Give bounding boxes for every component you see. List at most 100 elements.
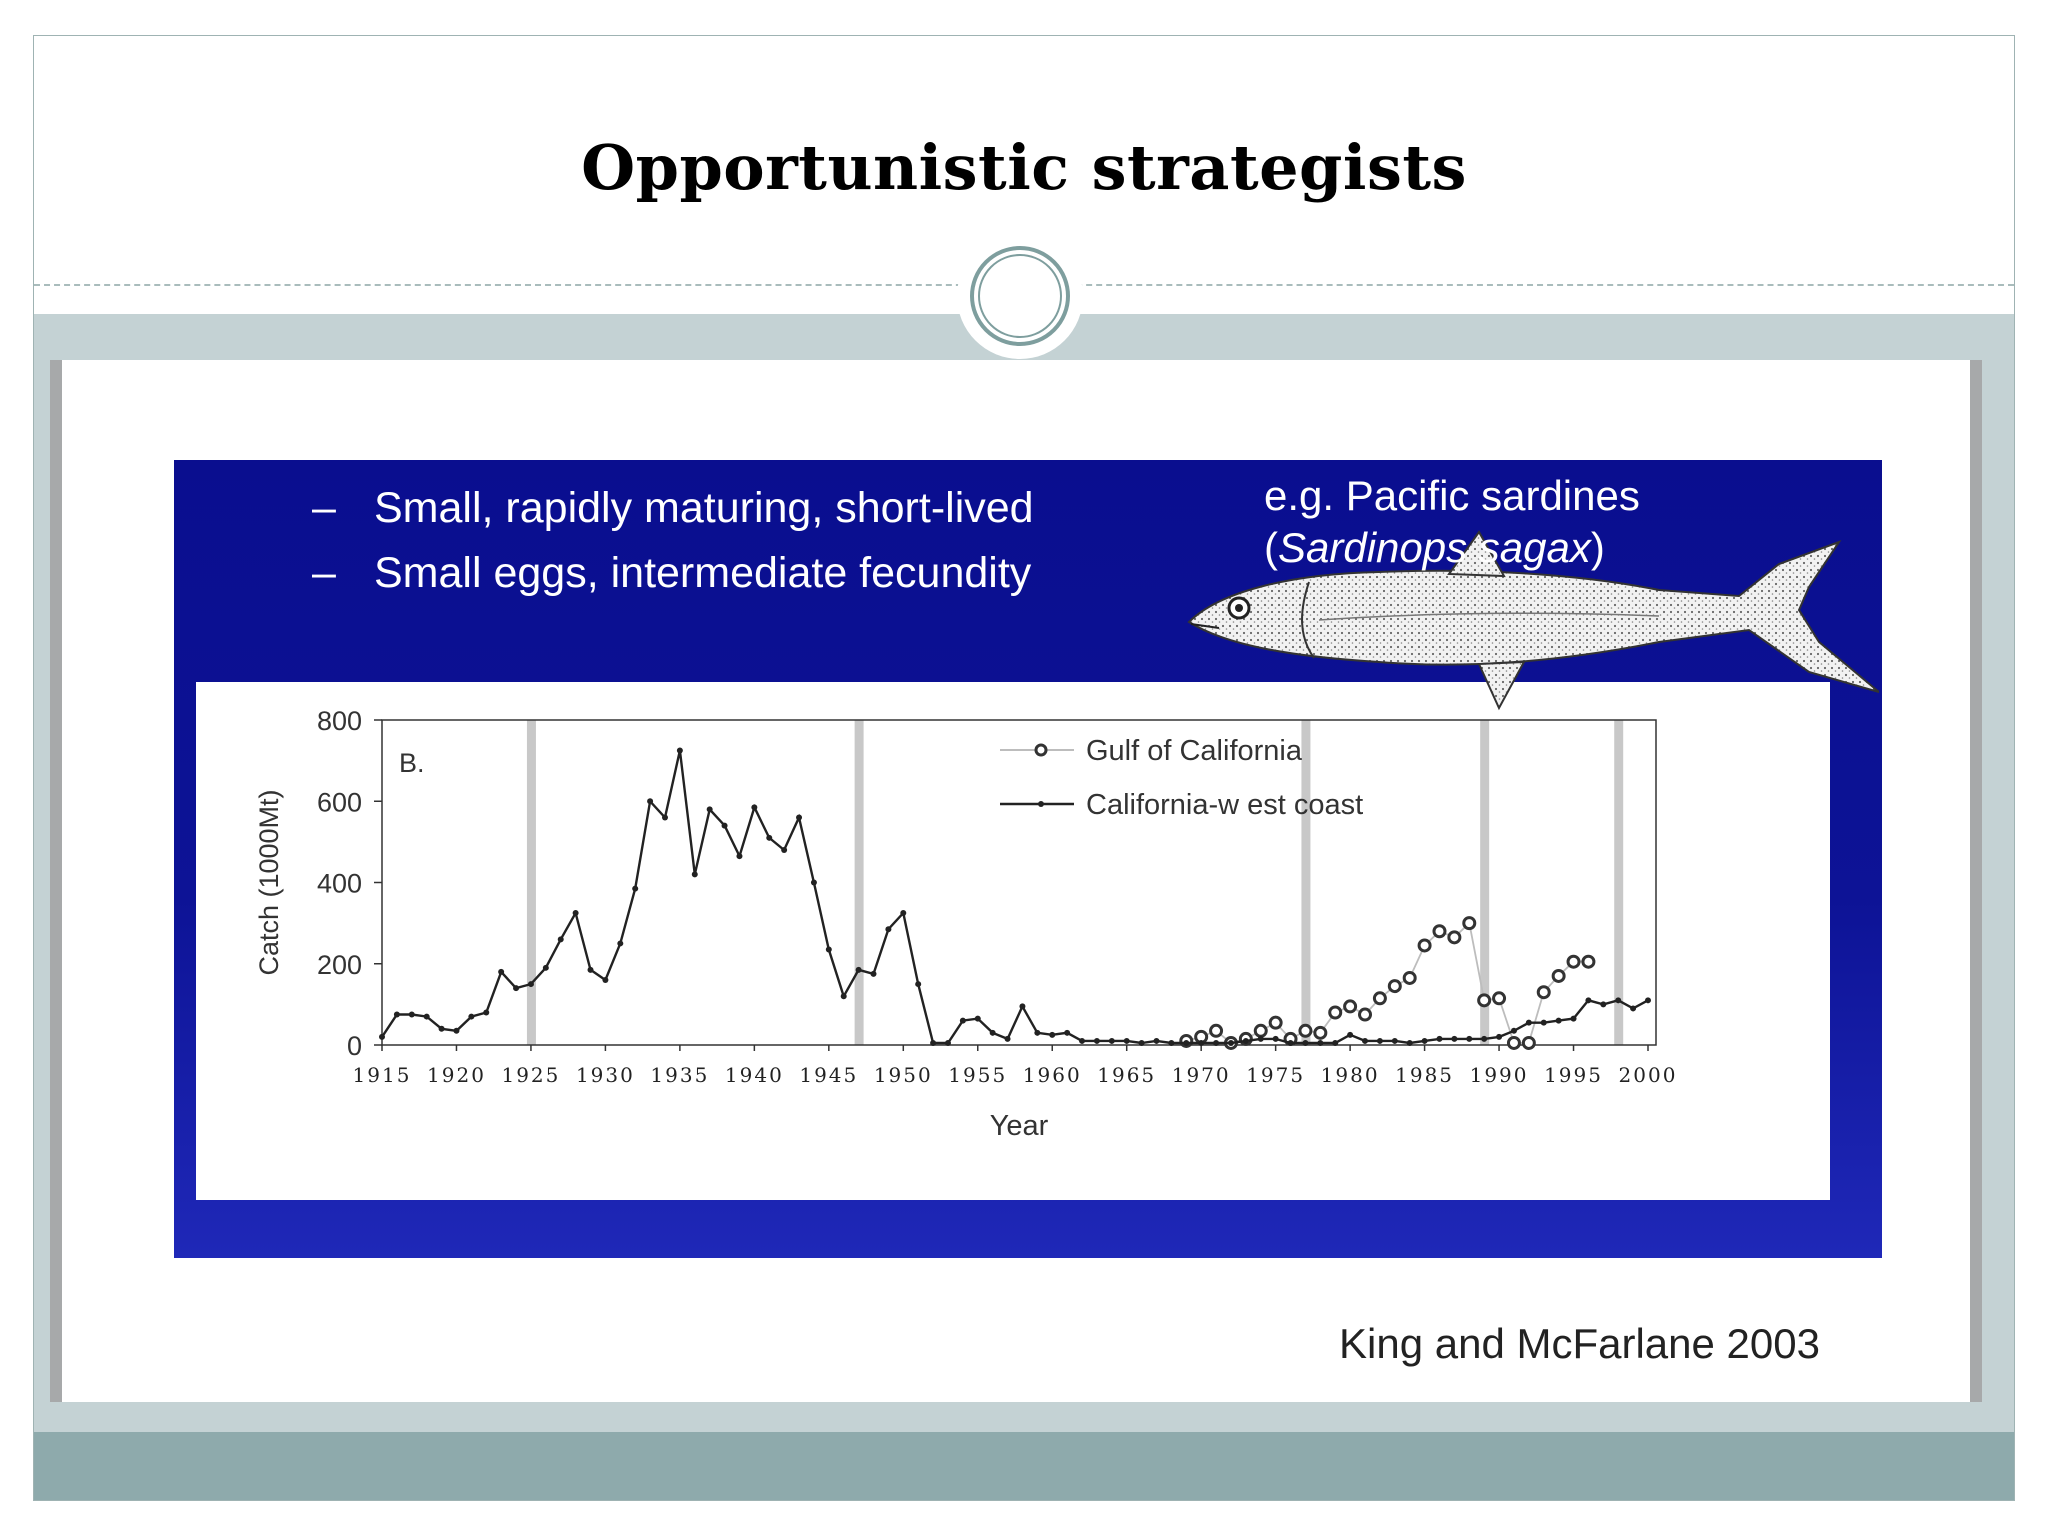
data-point xyxy=(1257,1035,1264,1042)
data-point xyxy=(661,814,668,821)
bullet-text: Small eggs, intermediate fecundity xyxy=(374,549,1032,597)
regime-shift-bar xyxy=(526,720,536,1045)
data-point xyxy=(930,1039,937,1046)
data-point xyxy=(1630,1005,1637,1012)
data-point xyxy=(885,926,892,933)
data-point xyxy=(1298,1023,1313,1038)
data-point xyxy=(1570,1015,1577,1022)
example-species-common: e.g. Pacific sardines xyxy=(1264,472,1640,519)
paren-close: ) xyxy=(1590,524,1605,571)
data-point xyxy=(1138,1039,1145,1046)
data-point xyxy=(572,909,579,916)
data-point xyxy=(1004,1035,1011,1042)
data-point xyxy=(1496,1033,1503,1040)
data-point xyxy=(453,1027,460,1034)
x-tick-label: 1985 xyxy=(1395,1063,1454,1087)
data-point xyxy=(1521,1035,1536,1050)
data-point xyxy=(1268,1015,1283,1030)
sardine-fish-icon xyxy=(1187,530,1879,711)
y-tick-label: 200 xyxy=(317,950,362,980)
data-point xyxy=(915,981,922,988)
data-point xyxy=(870,970,877,977)
panel-label: B. xyxy=(399,748,425,778)
paren-open: ( xyxy=(1264,524,1278,571)
x-tick-label: 1955 xyxy=(948,1063,1007,1087)
data-point xyxy=(1477,993,1492,1008)
x-tick-label: 1925 xyxy=(501,1063,560,1087)
data-point xyxy=(438,1025,445,1032)
data-point xyxy=(1328,1005,1343,1020)
x-tick-label: 1935 xyxy=(650,1063,709,1087)
data-point xyxy=(1183,1039,1190,1046)
data-point xyxy=(751,804,758,811)
regime-shift-bar xyxy=(1614,720,1624,1045)
data-point xyxy=(1566,954,1581,969)
circle-ornament-icon xyxy=(957,233,1083,359)
x-tick-label: 1950 xyxy=(874,1063,933,1087)
y-tick-label: 0 xyxy=(347,1031,362,1061)
data-point xyxy=(1447,930,1462,945)
footer-bar xyxy=(34,1432,2014,1500)
x-tick-label: 1920 xyxy=(427,1063,486,1087)
regime-shift-bar xyxy=(854,720,864,1045)
regime-shift-bar xyxy=(1480,720,1490,1045)
data-point xyxy=(1343,999,1358,1014)
data-point xyxy=(1019,1003,1026,1010)
data-point xyxy=(1387,979,1402,994)
data-point xyxy=(1506,1035,1521,1050)
data-point xyxy=(513,985,520,992)
x-axis-label: Year xyxy=(990,1110,1049,1142)
data-point xyxy=(1615,997,1622,1004)
data-point xyxy=(1372,991,1387,1006)
data-point xyxy=(1123,1037,1130,1044)
data-point xyxy=(1358,1007,1373,1022)
data-point xyxy=(1492,991,1507,1006)
data-point xyxy=(1432,924,1447,939)
data-point xyxy=(498,968,505,975)
data-point xyxy=(1600,1001,1607,1008)
x-tick-label: 1940 xyxy=(725,1063,784,1087)
data-point xyxy=(587,966,594,973)
data-point xyxy=(1536,985,1551,1000)
data-point xyxy=(1451,1035,1458,1042)
x-tick-label: 1960 xyxy=(1023,1063,1082,1087)
data-point xyxy=(781,847,788,853)
species-name: Sardinops sagax xyxy=(1278,524,1591,571)
data-point xyxy=(1391,1037,1398,1044)
data-point xyxy=(542,964,549,971)
data-point xyxy=(721,822,728,829)
x-tick-label: 1975 xyxy=(1246,1063,1305,1087)
data-point xyxy=(557,936,564,943)
data-point xyxy=(632,885,639,892)
data-point xyxy=(1313,1025,1328,1040)
x-tick-label: 1915 xyxy=(353,1063,412,1087)
data-point xyxy=(1585,997,1592,1004)
data-point xyxy=(1525,1019,1532,1026)
data-point xyxy=(1168,1039,1175,1046)
data-point xyxy=(1417,938,1432,953)
data-point xyxy=(840,993,847,1000)
data-point xyxy=(1242,1037,1249,1044)
data-point xyxy=(1317,1039,1324,1046)
data-point xyxy=(1406,1039,1413,1046)
data-point xyxy=(1402,970,1417,985)
data-point xyxy=(1049,1031,1056,1038)
x-tick-label: 1965 xyxy=(1097,1063,1156,1087)
data-point xyxy=(706,806,713,813)
data-point xyxy=(1466,1035,1473,1042)
bullet-marker: – xyxy=(312,484,336,532)
data-point xyxy=(527,981,534,988)
data-point xyxy=(1272,1035,1279,1042)
legend-label: Gulf of California xyxy=(1086,735,1303,767)
bullet-item: – Small eggs, intermediate fecundity xyxy=(312,549,1031,598)
data-point xyxy=(1079,1037,1086,1044)
data-point xyxy=(736,853,743,860)
citation: King and McFarlane 2003 xyxy=(1339,1320,1820,1367)
legend-marker xyxy=(1034,743,1048,757)
data-point xyxy=(602,977,609,983)
y-axis-label: Catch (1000Mt) xyxy=(254,789,284,975)
data-point xyxy=(796,814,803,821)
data-point xyxy=(1551,968,1566,983)
data-point xyxy=(1253,1023,1268,1038)
slide-title: Opportunistic strategists xyxy=(581,131,1467,204)
